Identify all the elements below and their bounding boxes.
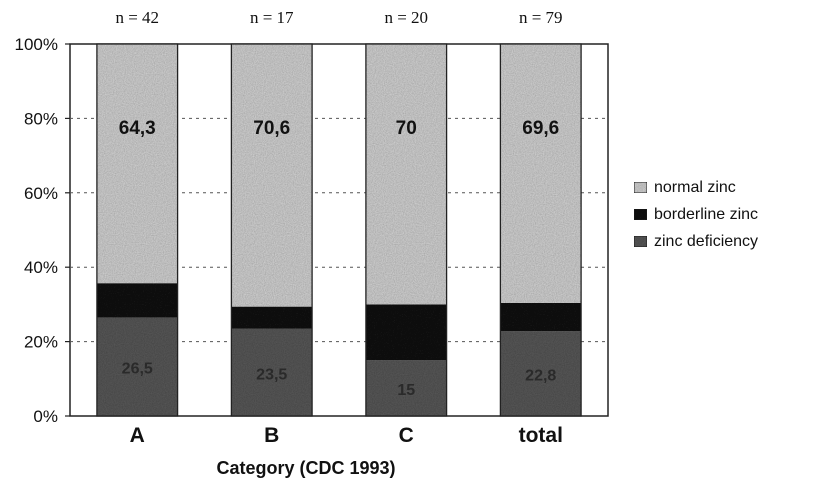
bar-normal-zinc-A — [96, 44, 178, 284]
x-axis: An = 42 Bn = 17 Cn = 20 total n = 79 — [115, 8, 562, 447]
bar-zinc-deficiency-total — [500, 331, 582, 416]
y-tick-label: 20% — [24, 333, 58, 352]
legend-label: borderline zinc — [654, 206, 758, 223]
bar-outline — [365, 43, 448, 417]
x-tick-label: B — [264, 424, 279, 447]
bar-outline — [230, 43, 313, 417]
data-label: 26,5 — [122, 361, 153, 378]
y-tick-label: 60% — [24, 184, 58, 203]
y-axis: 0% 20% 40% 60% 80% 100% — [15, 35, 70, 426]
bar-outline — [96, 43, 179, 417]
sample-size-label: n = 42 — [115, 8, 159, 27]
bar-borderline-zinc-A — [96, 283, 178, 318]
data-label: 70 — [396, 118, 417, 139]
y-tick-label: 0% — [33, 407, 58, 426]
x-axis-title: Category (CDC 1993) — [216, 458, 395, 478]
legend-swatch — [633, 181, 648, 194]
data-label: 15 — [397, 382, 415, 399]
bars: 26,5 64,3 23,5 70,6 15 70 22,8 69,6 — [96, 43, 582, 417]
x-tick-label: total — [519, 424, 563, 447]
legend-swatch — [633, 235, 648, 248]
data-label: 22,8 — [525, 368, 556, 385]
sample-size-label: n = 17 — [250, 8, 294, 27]
bar-normal-zinc-C — [365, 44, 447, 305]
legend-label: normal zinc — [654, 179, 736, 196]
y-tick-label: 40% — [24, 258, 58, 277]
bar-zinc-deficiency-C — [365, 360, 447, 416]
data-label: 69,6 — [522, 118, 559, 139]
x-tick-label: C — [399, 424, 414, 447]
y-tick-label: 100% — [15, 35, 58, 54]
sample-size-label: n = 20 — [384, 8, 428, 27]
y-tick-label: 80% — [24, 109, 58, 128]
bar-outline — [499, 43, 582, 417]
bar-borderline-zinc-C — [365, 304, 447, 361]
bar-borderline-zinc-B — [231, 306, 313, 329]
data-label: 64,3 — [119, 118, 156, 139]
data-label: 70,6 — [253, 118, 290, 139]
bar-zinc-deficiency-A — [96, 317, 178, 416]
legend-label: zinc deficiency — [654, 233, 758, 250]
bar-borderline-zinc-total — [500, 302, 582, 332]
bar-zinc-deficiency-B — [231, 328, 313, 416]
bar-normal-zinc-B — [231, 44, 313, 307]
legend-swatch — [633, 208, 648, 221]
sample-size-label: n = 79 — [519, 8, 563, 27]
legend: normal zinc borderline zinc zinc deficienc… — [627, 172, 824, 260]
x-tick-label: A — [130, 424, 145, 447]
legend-box — [627, 172, 824, 260]
bar-normal-zinc-total — [500, 44, 582, 303]
data-label: 23,5 — [256, 366, 287, 383]
